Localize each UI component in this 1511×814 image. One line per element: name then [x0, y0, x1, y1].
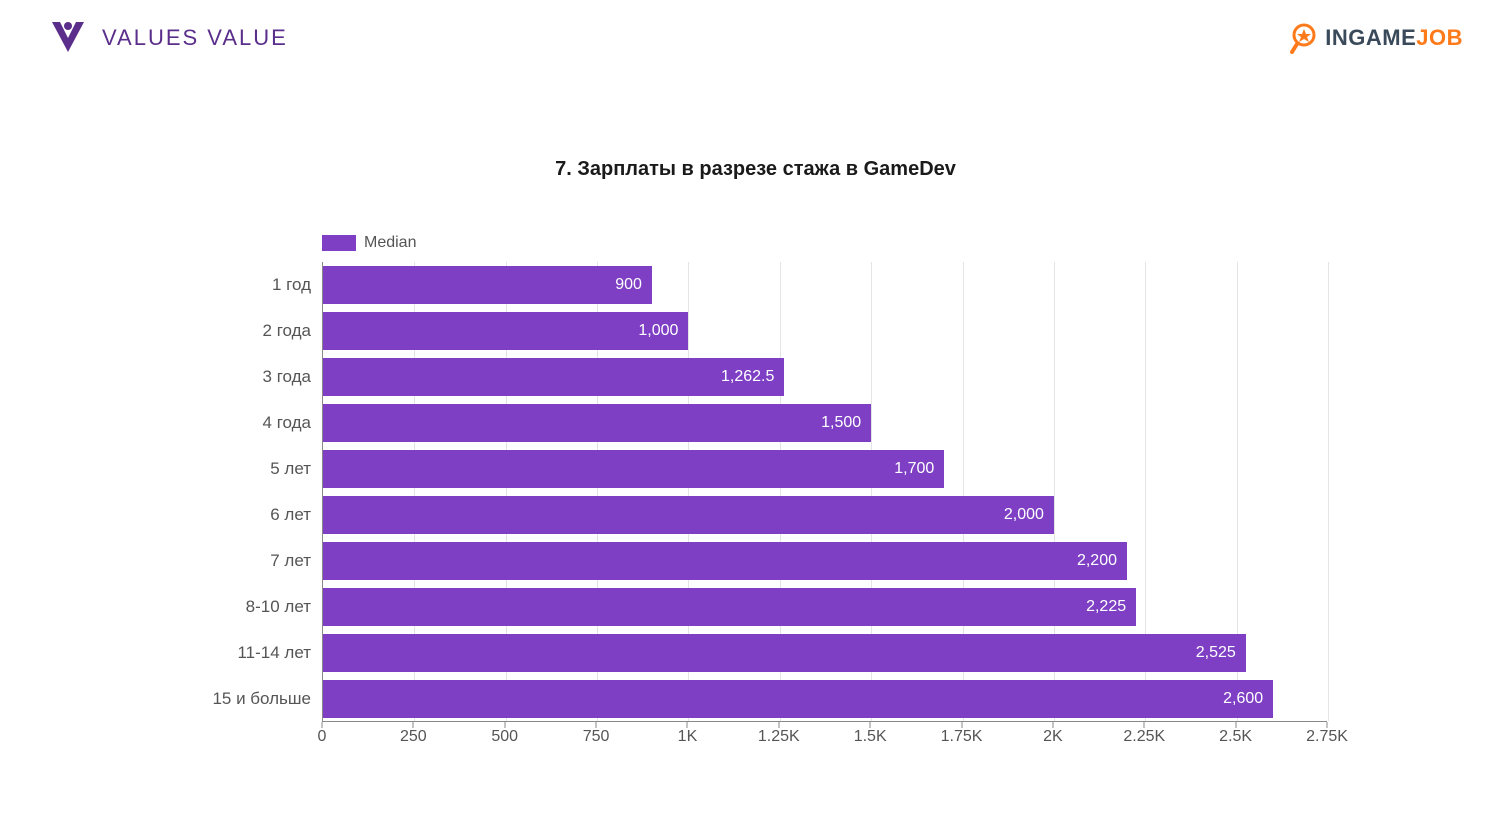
bar-category-label: 5 лет	[270, 459, 311, 479]
chart-container: Median 1 год9002 года1,0003 года1,262.54…	[194, 234, 1327, 752]
bar: 1,500	[323, 404, 871, 442]
bar-row: 5 лет1,700	[323, 450, 944, 488]
bar: 2,200	[323, 542, 1127, 580]
legend-swatch	[322, 235, 356, 251]
bar-row: 2 года1,000	[323, 312, 688, 350]
bar-row: 6 лет2,000	[323, 496, 1054, 534]
xtick-label: 1.75K	[941, 728, 983, 746]
xtick-label: 250	[400, 728, 427, 746]
bar-row: 4 года1,500	[323, 404, 871, 442]
bar: 2,000	[323, 496, 1054, 534]
bar: 900	[323, 266, 652, 304]
bar-category-label: 7 лет	[270, 551, 311, 571]
chart-plot-area: 1 год900 2 года1,000 3 года1,262.5 4 года1,…	[322, 262, 1327, 722]
bar-category-label: 11-14 лет	[237, 643, 311, 663]
bar-row: 15 и больше2,600	[323, 680, 1273, 718]
xtick-label: 2K	[1043, 728, 1063, 746]
xtick-label: 750	[583, 728, 610, 746]
xtick-label: 1.5K	[854, 728, 887, 746]
bar: 2,525	[323, 634, 1246, 672]
bar: 1,000	[323, 312, 688, 350]
bar: 2,600	[323, 680, 1273, 718]
bar: 1,262.5	[323, 358, 784, 396]
logo-right-text: INGAMEJOB	[1325, 25, 1463, 51]
gridline	[1328, 262, 1329, 721]
bar-category-label: 15 и больше	[212, 689, 311, 709]
values-value-icon	[48, 18, 88, 58]
chart-xaxis: 02505007501K1.25K1.5K1.75K2K2.25K2.5K2.7…	[322, 722, 1327, 752]
legend-label: Median	[364, 234, 416, 252]
header: VALUES VALUE INGAMEJOB	[0, 0, 1511, 58]
bar-category-label: 1 год	[272, 275, 311, 295]
xtick-label: 500	[491, 728, 518, 746]
xtick-label: 2.25K	[1123, 728, 1165, 746]
ingamejob-icon	[1289, 22, 1321, 54]
bar-row: 8-10 лет2,225	[323, 588, 1136, 626]
logo-ingamejob: INGAMEJOB	[1289, 22, 1463, 54]
bar-row: 3 года1,262.5	[323, 358, 784, 396]
logo-values-value: VALUES VALUE	[48, 18, 288, 58]
bar-category-label: 6 лет	[270, 505, 311, 525]
logo-left-text: VALUES VALUE	[102, 25, 288, 51]
bar-category-label: 3 года	[263, 367, 311, 387]
xtick-label: 1.25K	[758, 728, 800, 746]
chart-title: 7. Зарплаты в разрезе стажа в GameDev	[0, 158, 1511, 181]
xtick-label: 1K	[678, 728, 698, 746]
xtick-label: 2.5K	[1219, 728, 1252, 746]
bar: 1,700	[323, 450, 944, 488]
bar-row: 11-14 лет2,525	[323, 634, 1246, 672]
chart-legend: Median	[322, 234, 1327, 252]
bar-category-label: 8-10 лет	[246, 597, 311, 617]
bar: 2,225	[323, 588, 1136, 626]
xtick-label: 0	[318, 728, 327, 746]
bar-category-label: 4 года	[263, 413, 311, 433]
bar-category-label: 2 года	[263, 321, 311, 341]
bar-row: 1 год900	[323, 266, 652, 304]
xtick-label: 2.75K	[1306, 728, 1348, 746]
bar-row: 7 лет2,200	[323, 542, 1127, 580]
